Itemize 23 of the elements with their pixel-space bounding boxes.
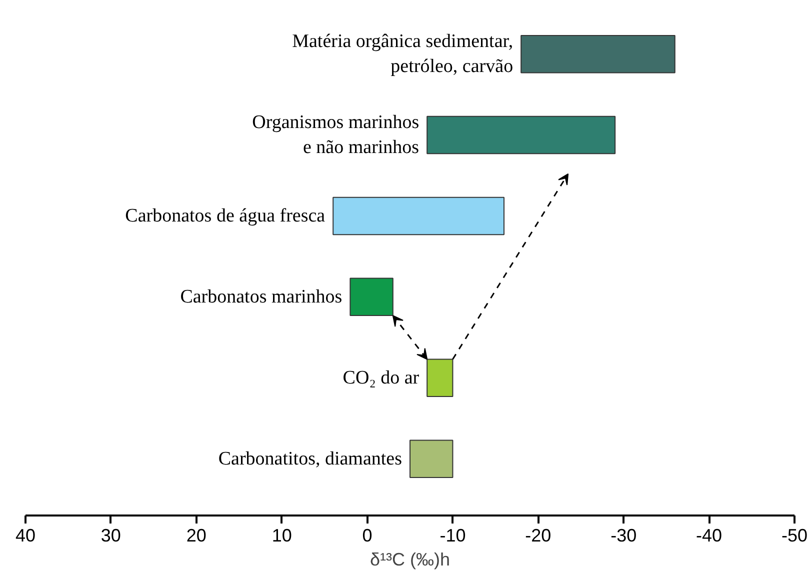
bar <box>426 116 616 154</box>
x-tick-label: 30 <box>100 526 121 546</box>
bar <box>426 358 454 397</box>
x-tick-label: 0 <box>362 526 372 546</box>
y-tick-label: Carbonatos marinhos <box>180 286 342 308</box>
x-tick-label: 20 <box>186 526 206 546</box>
bar <box>350 278 394 316</box>
x-tick-label: 10 <box>272 526 292 546</box>
y-tick-label: Carbonatitos, diamantes <box>218 448 402 470</box>
x-tick-label: -20 <box>525 526 552 546</box>
x-tick-label: -10 <box>440 526 466 546</box>
x-tick-label: -50 <box>781 526 808 546</box>
y-tick-label: CO₂ do ar <box>342 367 420 388</box>
x-axis-title: δ¹³C (‰)h <box>370 550 450 570</box>
y-tick-label: Carbonatos de água fresca <box>125 205 326 226</box>
bar <box>520 34 676 74</box>
y-tick-label: Matéria orgânica sedimentar, petróleo, carvão <box>292 30 514 78</box>
x-tick-label: 40 <box>15 526 36 546</box>
y-tick-label: Organismos marinhos e não marinhos <box>252 112 420 158</box>
x-tick-label: -30 <box>610 526 637 546</box>
x-tick-label: -40 <box>696 526 722 546</box>
bar <box>410 440 454 478</box>
bar <box>332 196 504 236</box>
